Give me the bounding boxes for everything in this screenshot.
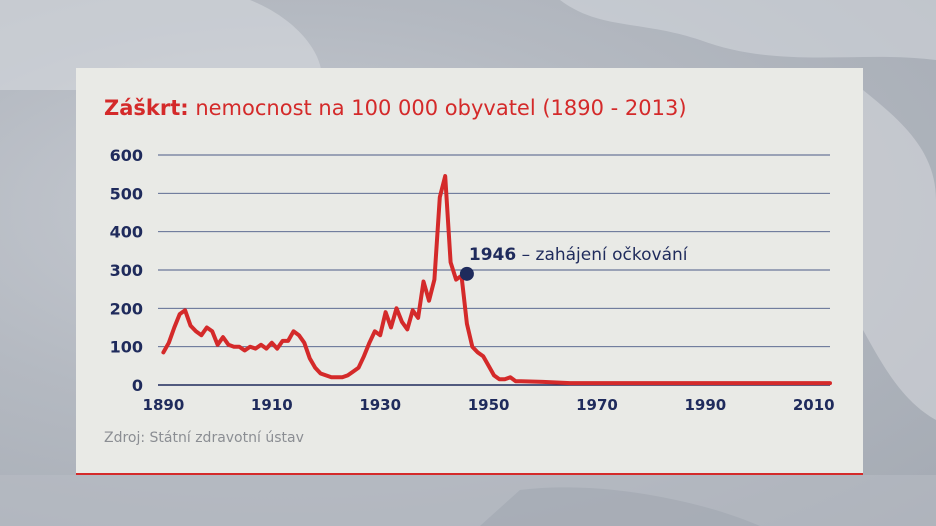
chart-title: Záškrt: nemocnost na 100 000 obyvatel (1… [104,96,687,120]
y-tick-label: 0 [132,376,143,395]
series-lines [161,174,832,386]
gridlines [158,154,830,386]
bottom-accent-line [76,473,863,475]
annotation-text: – zahájení očkování [516,245,689,265]
x-tick-label: 2010 [793,396,835,414]
series-line [161,174,832,386]
chart-title-description: nemocnost na 100 000 obyvatel (1890 - 20… [188,96,687,120]
x-tick-label: 1990 [684,396,726,414]
landmass-shape [0,475,936,526]
x-tick-label: 1930 [359,396,401,414]
chart-title-disease: Záškrt: [104,96,189,120]
y-tick-label: 300 [110,261,143,280]
y-axis-ticks: 0 100 200 300 400 500 600 [110,146,143,395]
annotation-label: 1946 – zahájení očkování [469,245,689,265]
x-axis-ticks: 1890 1910 1930 1950 1970 1990 2010 [143,396,835,414]
landmass-shape [0,0,322,90]
annotation-year: 1946 [469,245,516,265]
x-tick-label: 1910 [251,396,293,414]
y-tick-label: 200 [110,299,143,318]
landmass-shape [560,0,936,60]
x-tick-label: 1950 [468,396,510,414]
source-note: Zdroj: Státní zdravotní ústav [104,430,304,446]
vaccination-annotation: 1946 – zahájení očkování [459,245,689,281]
y-tick-label: 400 [110,223,143,242]
line-chart: 0 100 200 300 400 500 600 1890 1910 1930 1950 1970… [110,146,835,414]
y-tick-label: 100 [110,338,143,357]
x-tick-label: 1970 [576,396,618,414]
y-tick-label: 600 [110,146,143,165]
landmass-shape [863,90,936,420]
landmass-shape [480,487,760,526]
annotation-marker [459,266,474,281]
y-tick-label: 500 [110,184,143,203]
x-tick-label: 1890 [143,396,185,414]
